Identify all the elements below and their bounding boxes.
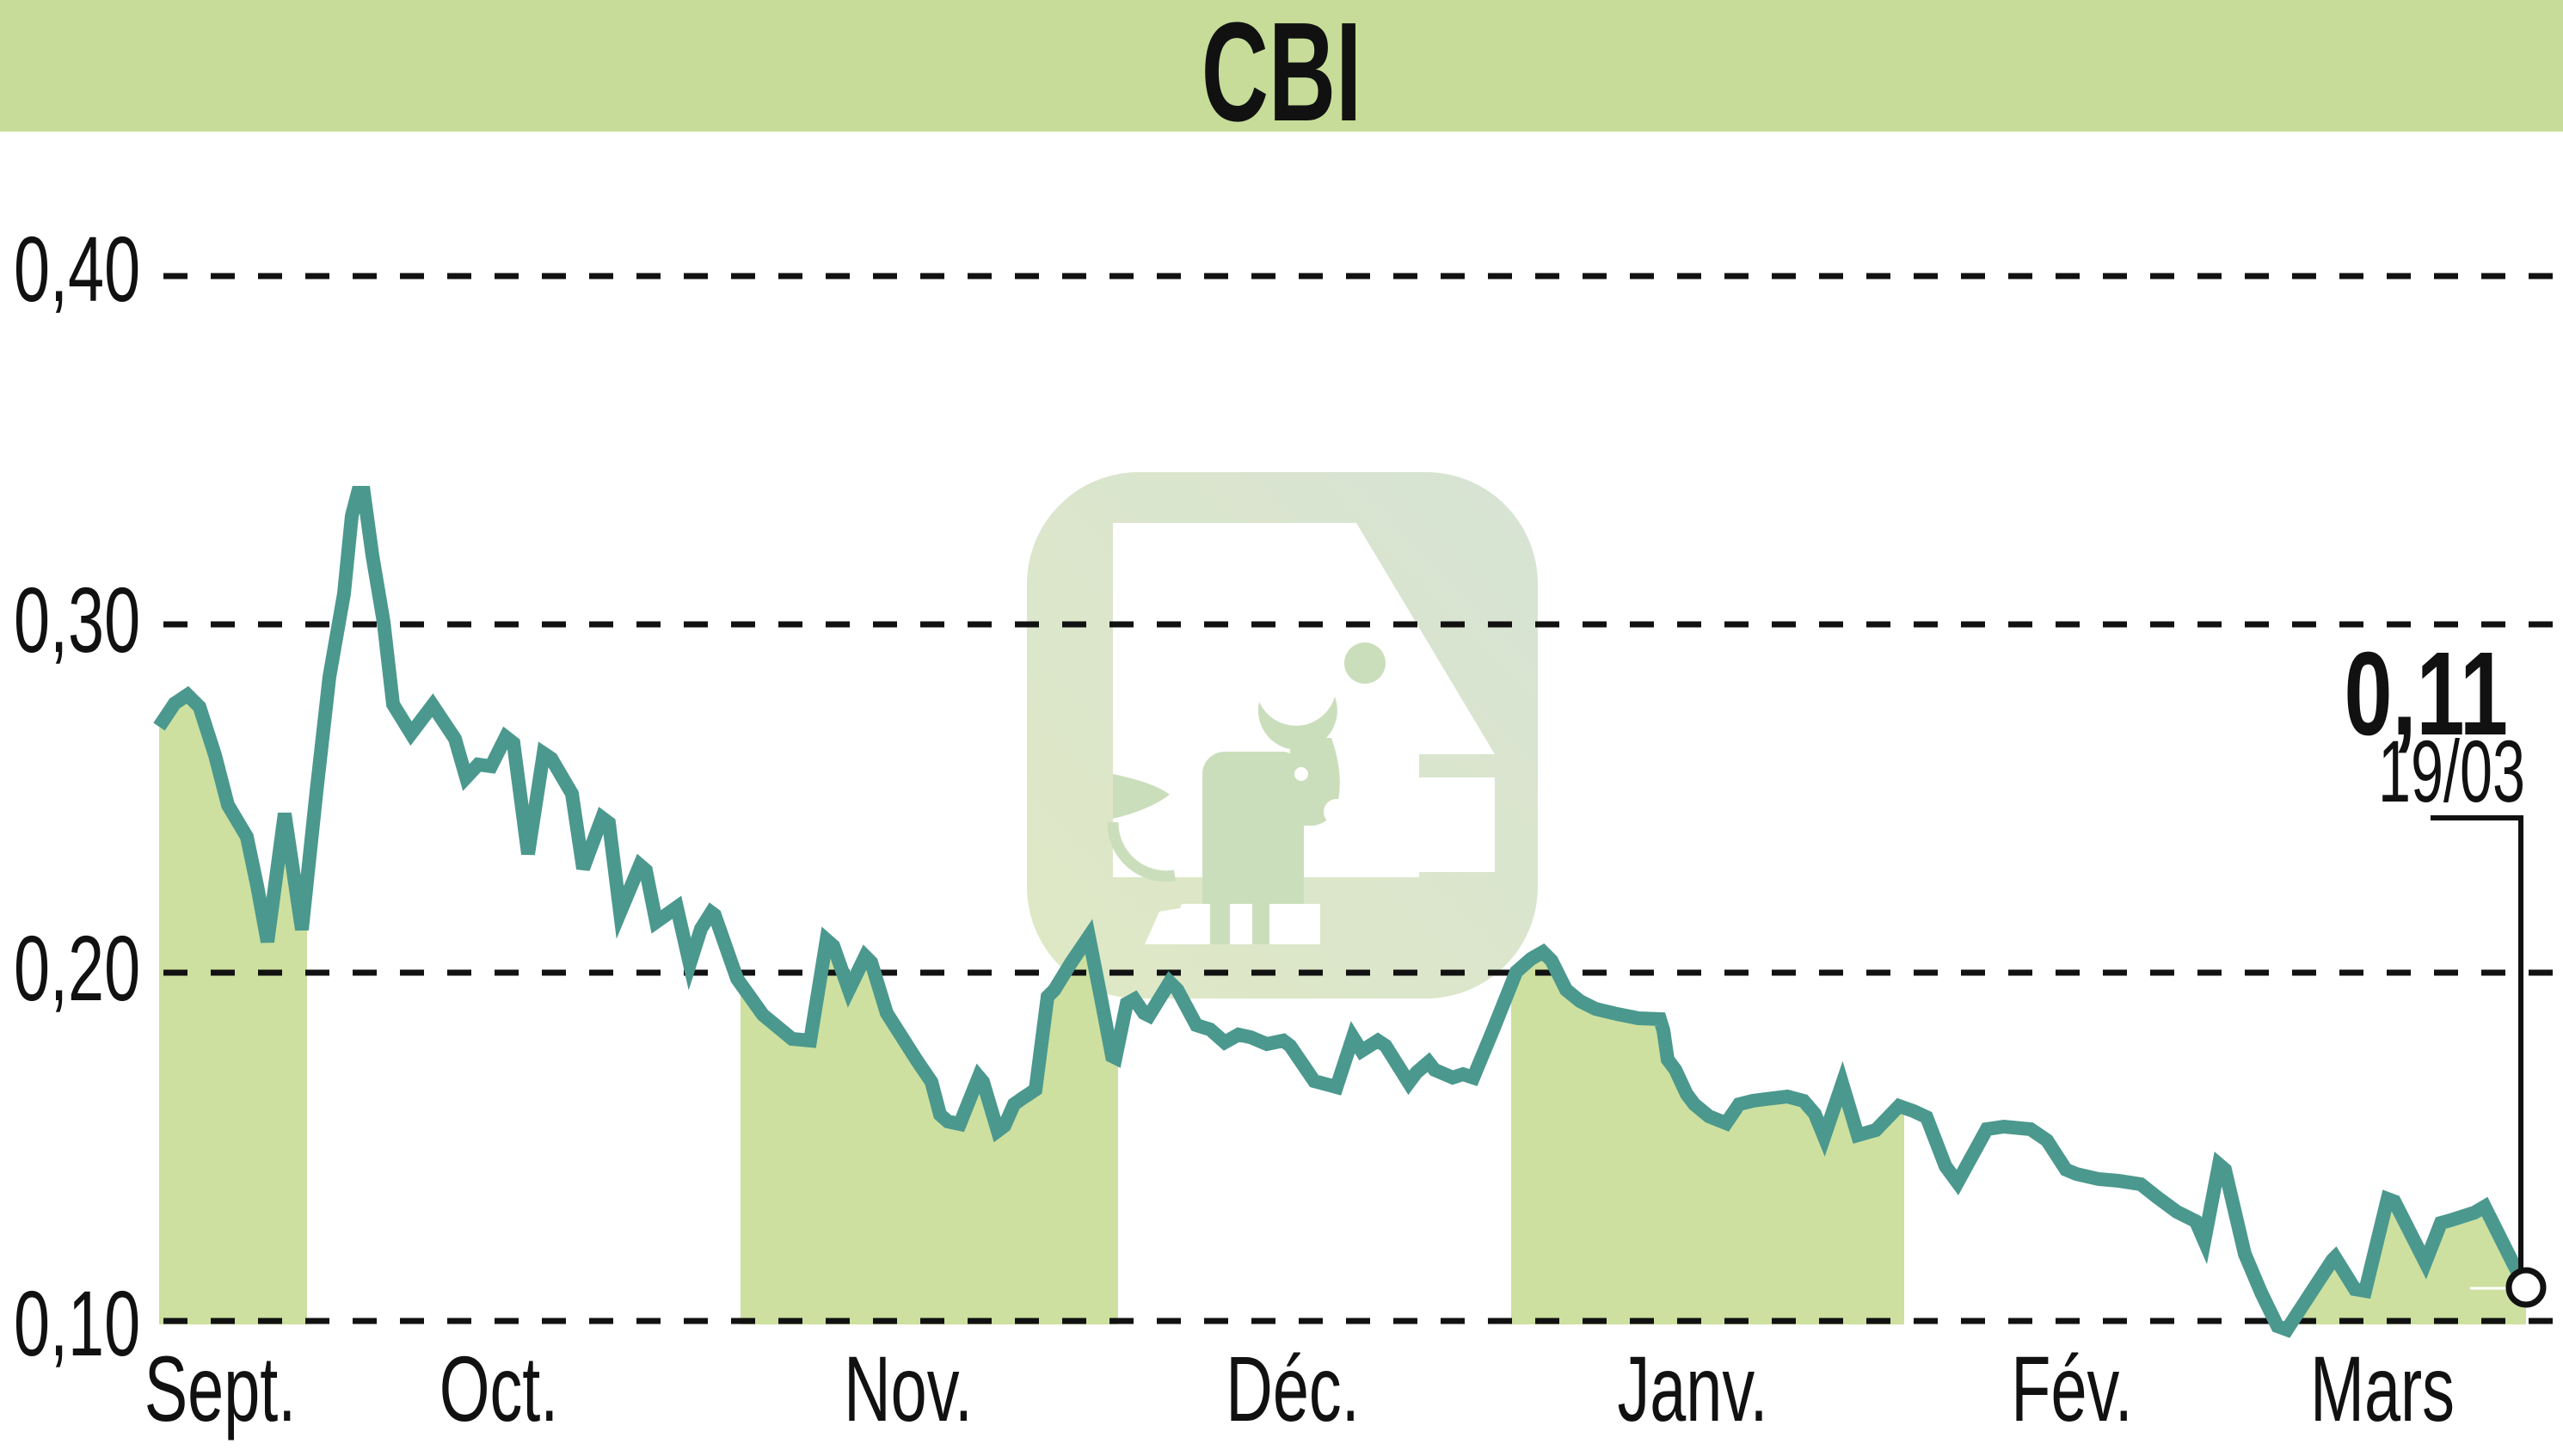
- svg-text:Mars: Mars: [2310, 1337, 2455, 1441]
- svg-text:Nov.: Nov.: [844, 1337, 973, 1441]
- svg-text:Janv.: Janv.: [1617, 1337, 1767, 1441]
- svg-text:0,30: 0,30: [14, 568, 140, 672]
- svg-text:0,11: 0,11: [2345, 627, 2508, 759]
- svg-text:0,40: 0,40: [14, 218, 140, 321]
- svg-text:Fév.: Fév.: [2011, 1337, 2132, 1441]
- svg-text:19/03: 19/03: [2378, 722, 2525, 820]
- svg-text:CBI: CBI: [1202, 0, 1361, 151]
- svg-text:Déc.: Déc.: [1226, 1337, 1359, 1441]
- svg-text:0,10: 0,10: [14, 1272, 140, 1375]
- svg-text:Oct.: Oct.: [439, 1337, 559, 1441]
- svg-text:0,20: 0,20: [14, 917, 140, 1020]
- svg-text:Sept.: Sept.: [144, 1337, 297, 1441]
